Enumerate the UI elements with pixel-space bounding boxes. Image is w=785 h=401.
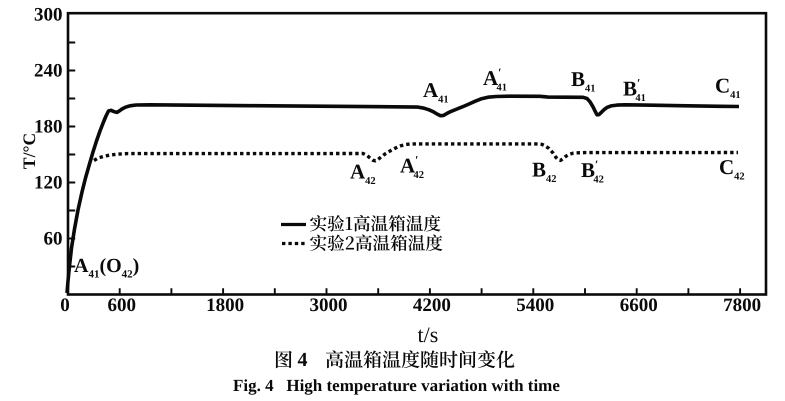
- svg-text:60: 60: [44, 229, 63, 250]
- svg-text:180: 180: [34, 117, 63, 138]
- svg-text:6600: 6600: [620, 295, 658, 316]
- svg-text:t/s: t/s: [418, 322, 439, 347]
- svg-text:A41(O42): A41(O42): [74, 255, 139, 281]
- svg-text:C42: C42: [719, 155, 745, 183]
- svg-text:A42: A42: [350, 160, 376, 188]
- svg-text:240: 240: [34, 61, 63, 82]
- svg-text:Fig. 4 High temperature vari: Fig. 4 High temperature variation with t…: [233, 376, 560, 395]
- svg-text:A′41: A′ 41: [483, 66, 507, 94]
- svg-text:600: 600: [107, 295, 136, 316]
- svg-text:3000: 3000: [310, 295, 348, 316]
- svg-text:C41: C41: [715, 74, 741, 102]
- svg-text:1800: 1800: [206, 295, 244, 316]
- svg-text:B41: B41: [571, 67, 596, 95]
- svg-text:7800: 7800: [723, 295, 761, 316]
- svg-text:120: 120: [34, 173, 63, 194]
- svg-text:A41: A41: [423, 78, 449, 106]
- svg-text:T/°C: T/°C: [19, 133, 39, 169]
- svg-text:300: 300: [34, 5, 63, 26]
- svg-text:B′41: B′ 41: [623, 76, 646, 104]
- svg-text:5400: 5400: [516, 295, 554, 316]
- svg-text:4200: 4200: [413, 295, 451, 316]
- svg-text:0: 0: [60, 295, 70, 316]
- svg-text:B42: B42: [532, 158, 557, 186]
- svg-text:4: 4: [298, 349, 308, 371]
- svg-text:A′42: A′ 42: [400, 153, 424, 181]
- svg-text:B′42: B′ 42: [581, 157, 604, 185]
